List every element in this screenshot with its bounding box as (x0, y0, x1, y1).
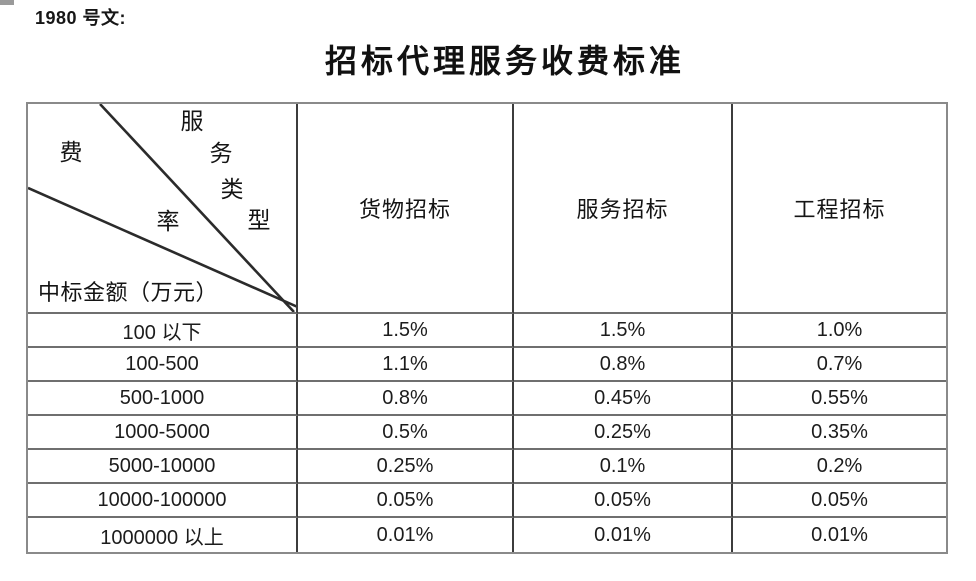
scan-artifact-mark (0, 0, 14, 5)
rate-value: 0.5% (298, 416, 514, 450)
rate-value: 0.25% (514, 416, 733, 450)
row-range-label: 100 以下 (28, 314, 298, 348)
rate-value: 1.5% (298, 314, 514, 348)
rate-value: 0.35% (733, 416, 946, 450)
corner-col-axis-char: 型 (247, 208, 271, 233)
column-header-goods: 货物招标 (298, 104, 514, 314)
row-range-label: 500-1000 (28, 382, 298, 416)
diagonal-header-cell: 服 务 类 型 费 率 中标金额（万元） (28, 104, 298, 314)
corner-col-axis-char: 服 (180, 109, 204, 134)
row-range-label: 100-500 (28, 348, 298, 382)
rate-value: 0.8% (298, 382, 514, 416)
corner-rate-axis-char: 率 (156, 209, 180, 234)
rate-value: 0.05% (298, 484, 514, 518)
corner-col-axis-char: 务 (209, 141, 233, 166)
row-range-label: 10000-100000 (28, 484, 298, 518)
rate-value: 0.05% (733, 484, 946, 518)
corner-col-axis-char: 类 (220, 177, 244, 202)
corner-row-axis-label: 中标金额（万元） (38, 280, 219, 305)
rate-value: 0.7% (733, 348, 946, 382)
diagonal-split-lines-icon (28, 104, 296, 312)
rate-value: 0.8% (514, 348, 733, 382)
rate-value: 1.1% (298, 348, 514, 382)
fee-standard-table: 服 务 类 型 费 率 中标金额（万元） 货物招标 服务招标 工程招标 100 … (26, 102, 948, 554)
document-ref-label: 1980 号文: (35, 8, 127, 28)
row-range-label: 1000000 以上 (28, 518, 298, 552)
rate-value: 0.25% (298, 450, 514, 484)
corner-rate-axis-char: 费 (59, 140, 83, 165)
row-range-label: 5000-10000 (28, 450, 298, 484)
column-header-engineering: 工程招标 (733, 104, 946, 314)
rate-value: 1.5% (514, 314, 733, 348)
rate-value: 0.05% (514, 484, 733, 518)
column-header-services: 服务招标 (514, 104, 733, 314)
rate-value: 0.2% (733, 450, 946, 484)
row-range-label: 1000-5000 (28, 416, 298, 450)
rate-value: 0.01% (514, 518, 733, 552)
rate-value: 0.55% (733, 382, 946, 416)
rate-value: 0.01% (733, 518, 946, 552)
rate-value: 0.45% (514, 382, 733, 416)
rate-value: 1.0% (733, 314, 946, 348)
rate-value: 0.01% (298, 518, 514, 552)
rate-value: 0.1% (514, 450, 733, 484)
page-title: 招标代理服务收费标准 (324, 43, 685, 79)
